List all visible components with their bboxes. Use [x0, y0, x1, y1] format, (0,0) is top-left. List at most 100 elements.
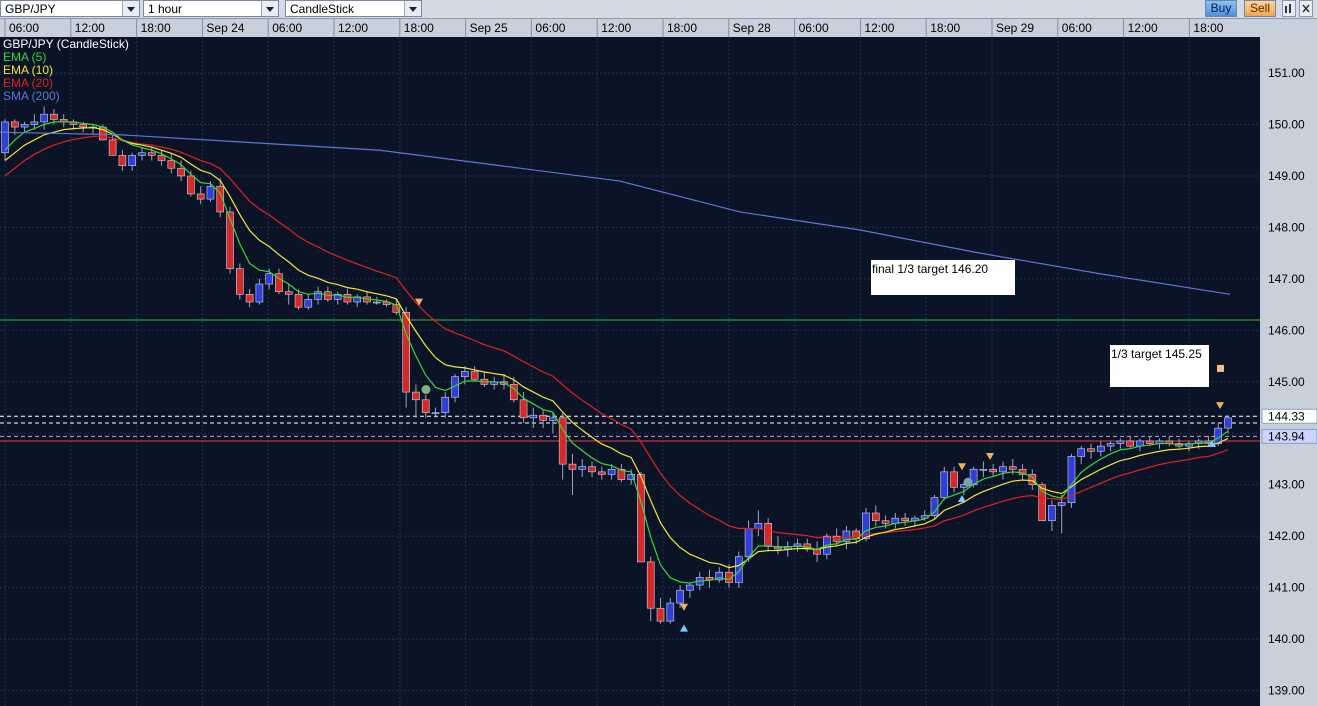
candle-body [314, 291, 322, 300]
candle-body [568, 463, 577, 470]
y-tick-label: 141.00 [1268, 581, 1305, 595]
candle-body [656, 607, 665, 622]
x-tick-label: 06:00 [535, 21, 565, 35]
candle-body [744, 528, 753, 558]
candle-body [304, 299, 313, 308]
candle-body [1077, 448, 1086, 457]
price-tag-box [1261, 408, 1317, 424]
candle-body [842, 530, 851, 542]
candle-body [734, 556, 743, 583]
candle-body [1057, 502, 1066, 506]
candle-body [930, 497, 939, 516]
x-tick-label: 06:00 [272, 21, 302, 35]
y-tick-label: 150.00 [1268, 117, 1305, 131]
sell-button[interactable]: Sell [1244, 0, 1276, 17]
candle-body [177, 167, 185, 177]
candle-body [979, 468, 988, 471]
x-tick-label: 06:00 [9, 21, 39, 35]
candle-body [1106, 443, 1115, 447]
candle-body [901, 517, 909, 522]
candle-body [79, 124, 88, 128]
chevron-down-icon[interactable] [122, 1, 139, 16]
chart-type-value: CandleStick [290, 2, 355, 16]
candle-body [715, 571, 724, 581]
candle-body [1, 121, 9, 154]
target-marker [1217, 364, 1224, 372]
x-tick-label: Sep 29 [996, 21, 1034, 35]
time-axis-bar [0, 19, 1260, 37]
candle-body [1224, 417, 1232, 429]
y-tick-label: 142.00 [1268, 529, 1305, 543]
candle-body [30, 121, 39, 125]
candle-body [686, 584, 694, 591]
candle-body [147, 152, 156, 156]
candle-body [950, 471, 958, 488]
plot-area [0, 19, 1260, 706]
candle-body [607, 468, 616, 475]
candle-body [529, 414, 538, 419]
candle-body [1126, 440, 1134, 447]
sell-arrow-icon [415, 298, 423, 306]
x-tick-label: 12:00 [864, 21, 894, 35]
candle-body [196, 193, 205, 200]
x-tick-label: 18:00 [141, 21, 171, 35]
candle-body [754, 523, 763, 529]
ema-5-line [4, 121, 1229, 584]
candle-body [236, 268, 244, 295]
candle-body [676, 589, 684, 604]
annotation-final-target: final 1/3 target 146.20 [872, 262, 988, 276]
buy-arrow-icon [1208, 439, 1216, 447]
candle-body [989, 468, 997, 473]
buy-arrow-icon [958, 495, 966, 503]
buy-button[interactable]: Buy [1205, 0, 1237, 17]
y-tick-label: 139.00 [1268, 684, 1305, 698]
candle-body [187, 175, 195, 195]
candle-body [10, 121, 19, 128]
x-tick-label: 06:00 [1062, 21, 1092, 35]
candle-body [431, 412, 440, 414]
x-tick-label: 12:00 [338, 21, 368, 35]
candle-body [245, 294, 254, 303]
annotation-first-target: 1/3 target 145.25 [1111, 347, 1202, 361]
candle-body [441, 396, 450, 413]
candle-body [108, 139, 117, 156]
y-tick-label: 149.00 [1268, 169, 1305, 183]
y-tick-label: 151.00 [1268, 66, 1305, 80]
candle-body [402, 312, 410, 393]
x-tick-label: 18:00 [667, 21, 697, 35]
timeframe-select[interactable]: 1 hour [143, 0, 279, 17]
candle-body [470, 371, 479, 380]
candle-body [862, 512, 870, 540]
x-tick-label: Sep 24 [206, 21, 244, 35]
candle-body [226, 211, 234, 269]
candle-body [128, 155, 136, 166]
price-tag-box [1261, 428, 1317, 444]
candle-body [558, 417, 567, 465]
candle-body [1145, 440, 1154, 444]
chevron-down-icon[interactable] [404, 1, 421, 16]
chevron-down-icon[interactable] [261, 1, 278, 16]
chart-type-select[interactable]: CandleStick [285, 0, 422, 17]
y-tick-label: 140.00 [1268, 632, 1305, 646]
candle-body [549, 417, 557, 421]
candle-body [255, 283, 264, 303]
candle-body [940, 471, 949, 498]
candle-body [1048, 504, 1056, 522]
x-tick-label: 18:00 [1193, 21, 1223, 35]
candle-body [50, 113, 58, 120]
y-tick-label: 145.00 [1268, 375, 1305, 389]
y-tick-label: 146.00 [1268, 323, 1305, 337]
close-icon[interactable] [1299, 0, 1313, 17]
candle-body [412, 391, 420, 401]
price-tag-lower: 143.94 [1268, 429, 1305, 443]
price-chart[interactable]: 06:00 12:00 18:00 Sep 24 06:00 12:00 18:00 Sep … [0, 19, 1317, 706]
symbol-select[interactable]: GBP/JPY [0, 0, 140, 17]
x-tick-label: Sep 28 [733, 21, 771, 35]
legend-main: GBP/JPY (CandleStick) [3, 37, 129, 51]
bar-chart-icon[interactable] [1282, 0, 1296, 17]
x-tick-label: 12:00 [1128, 21, 1158, 35]
legend-item: EMA (5) [3, 50, 46, 64]
candle-body [40, 113, 48, 123]
candle-body [157, 155, 166, 161]
x-tick-label: 06:00 [799, 21, 829, 35]
